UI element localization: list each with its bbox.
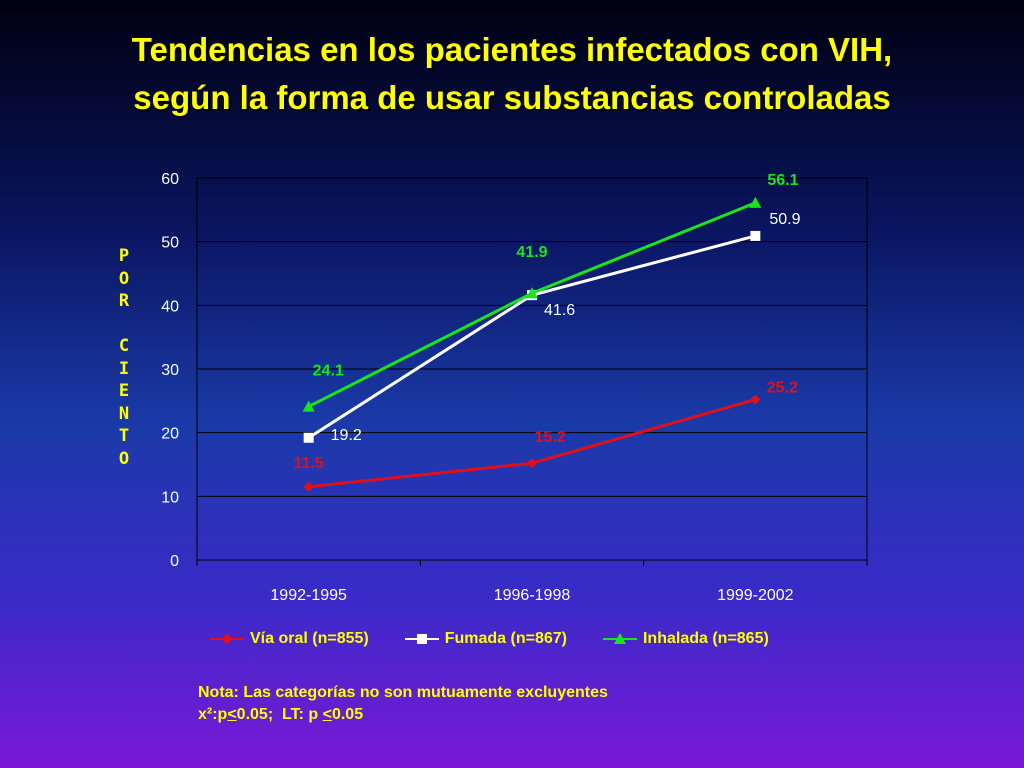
stat-middle: 0.05; LT: p [236, 706, 323, 723]
x-tick-label: 1996-1998 [494, 587, 571, 604]
y-tick-label: 60 [161, 171, 179, 188]
data-point-marker [749, 196, 762, 208]
stat-suffix: 0.05 [331, 706, 364, 723]
footnote-line-2: x²:p<0.05; LT: p <0.05 [198, 704, 608, 726]
data-label: 25.2 [767, 380, 798, 397]
legend-swatch [210, 632, 244, 646]
y-tick-label: 40 [161, 298, 179, 315]
data-label: 56.1 [767, 172, 798, 189]
data-point-marker [302, 400, 315, 412]
data-point-marker [750, 230, 761, 241]
data-point-marker [527, 458, 537, 469]
legend-swatch [602, 632, 637, 646]
x-tick-label: 1992-1995 [270, 587, 347, 604]
data-label: 50.9 [769, 211, 800, 228]
footnote: Nota: Las categorías no son mutuamente e… [198, 682, 608, 726]
data-label: 11.5 [294, 455, 324, 472]
y-axis-label: P O R C I E N T O [118, 246, 130, 469]
title-line-1: Tendencias en los pacientes infectados c… [131, 31, 893, 68]
series-line [308, 398, 756, 489]
x-tick-label: 1999-2002 [717, 587, 794, 604]
data-point-marker [303, 432, 314, 443]
data-label: 15.2 [534, 429, 565, 446]
y-tick-label: 30 [161, 362, 179, 379]
lte-symbol-2: < [322, 706, 332, 723]
y-tick-label: 0 [170, 553, 179, 570]
legend-label: Vía oral (n=855) [250, 630, 369, 647]
series-line [307, 234, 756, 440]
stat-prefix: x²:p [198, 706, 228, 723]
series-line [307, 201, 756, 408]
data-point-marker [303, 481, 314, 492]
data-label: 41.9 [516, 244, 547, 261]
data-point-marker [526, 287, 538, 299]
title-line-2: según la forma de usar substancias contr… [133, 79, 891, 116]
slide-title: Tendencias en los pacientes infectados c… [40, 26, 984, 122]
data-point-marker [750, 394, 761, 405]
data-label: 41.6 [544, 302, 575, 319]
legend-item: Inhalada (n=865) [602, 630, 769, 648]
legend-label: Fumada (n=867) [444, 630, 567, 647]
legend-item: Vía oral (n=855) [210, 630, 369, 648]
chart-legend: Vía oral (n=855) Fumada (n=867) Inhalada (… [210, 628, 769, 650]
y-tick-label: 10 [161, 489, 179, 506]
lte-symbol-1: < [227, 706, 237, 723]
y-tick-label: 20 [161, 426, 179, 443]
data-label: 24.1 [313, 363, 344, 380]
legend-label: Inhalada (n=865) [642, 630, 769, 647]
footnote-line-1: Nota: Las categorías no son mutuamente e… [198, 684, 608, 701]
data-label: 19.2 [331, 427, 362, 444]
legend-item: Fumada (n=867) [404, 630, 567, 648]
legend-swatch [404, 632, 439, 646]
y-tick-label: 50 [161, 235, 179, 252]
